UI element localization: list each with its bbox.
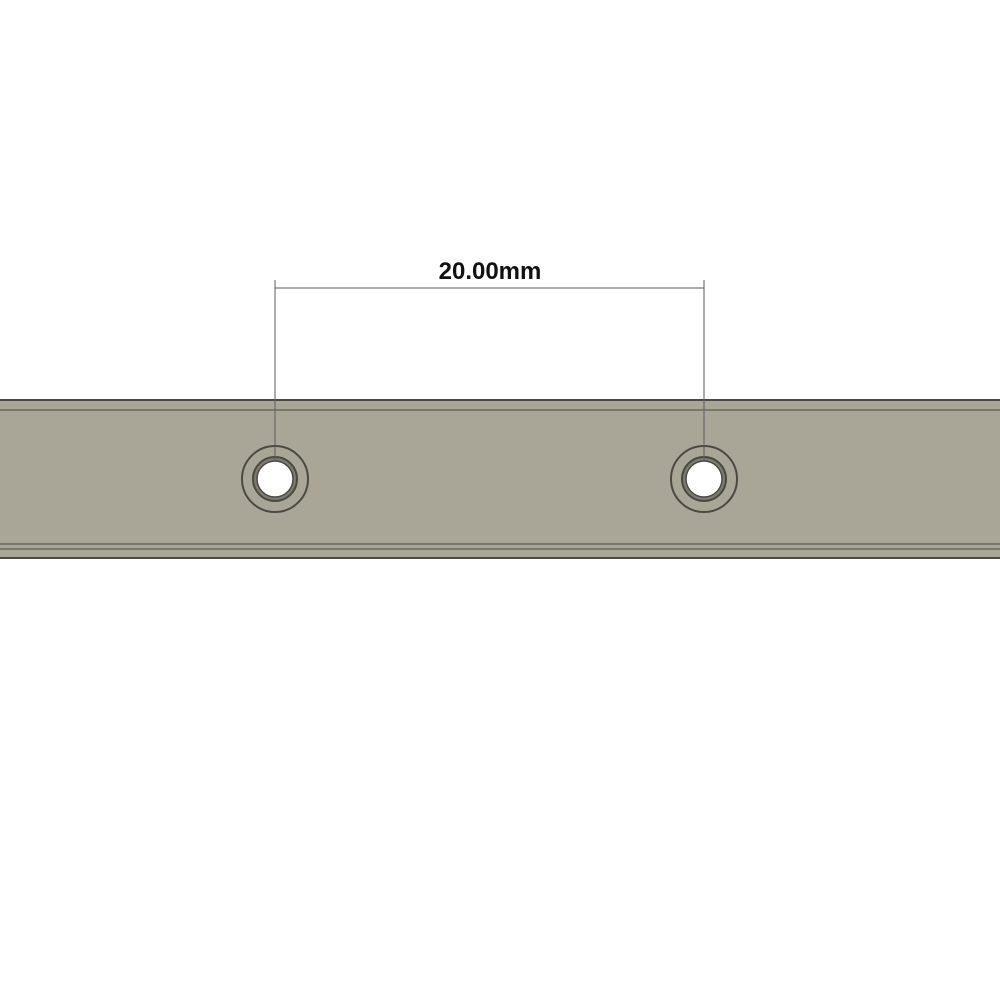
rail-drawing xyxy=(0,0,1000,1000)
diagram-stage: 20.00mm xyxy=(0,0,1000,1000)
dimension-label: 20.00mm xyxy=(439,258,542,286)
